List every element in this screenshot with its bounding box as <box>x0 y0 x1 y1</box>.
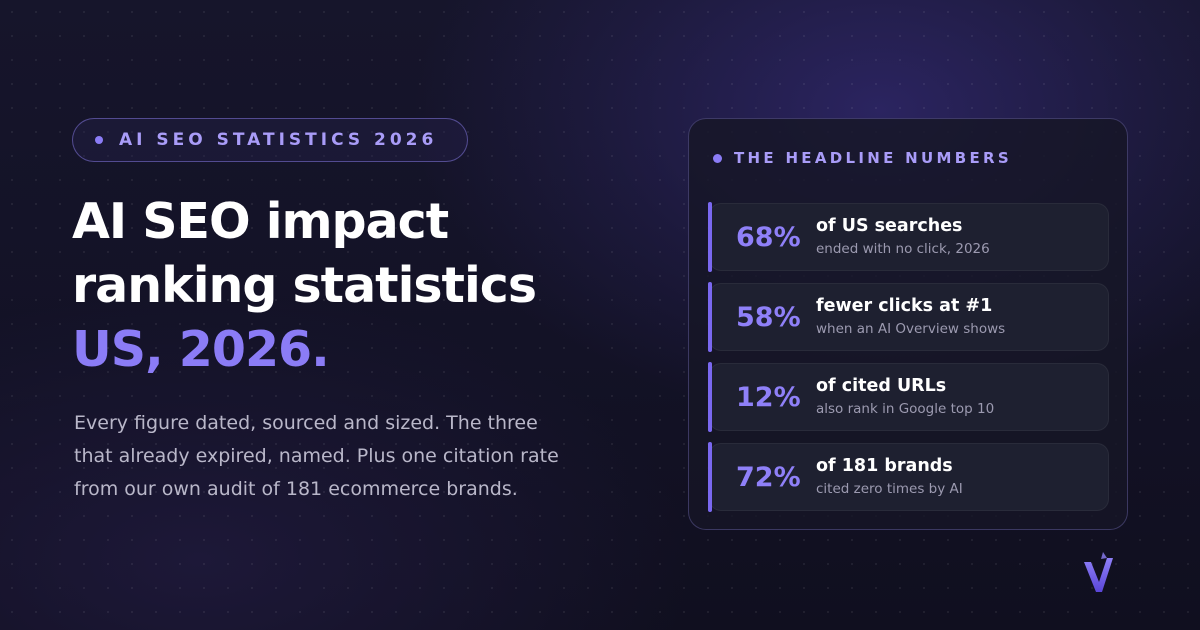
stat-accent-bar <box>708 362 712 432</box>
stat-row: 68% of US searches ended with no click, … <box>708 202 1109 272</box>
stat-row: 72% of 181 brands cited zero times by AI <box>708 442 1109 512</box>
stat-label: fewer clicks at #1 <box>816 296 993 316</box>
badge-label: AI SEO STATISTICS 2026 <box>119 130 438 150</box>
stat-sublabel: also rank in Google top 10 <box>816 401 995 417</box>
v-arrow-logo-icon <box>1084 552 1113 592</box>
stat-value: 58% <box>736 301 801 333</box>
description: Every figure dated, sourced and sized. T… <box>74 412 559 500</box>
stat-value: 68% <box>736 221 801 253</box>
title-accent: US, 2026. <box>72 321 330 378</box>
badge-dot-icon <box>95 136 103 144</box>
card-header: THE HEADLINE NUMBERS <box>713 149 1012 167</box>
stat-value: 12% <box>736 381 801 413</box>
stat-row: 12% of cited URLs also rank in Google to… <box>708 362 1109 432</box>
stat-row: 58% fewer clicks at #1 when an AI Overvi… <box>708 282 1109 352</box>
stat-value: 72% <box>736 461 801 493</box>
stat-sublabel: ended with no click, 2026 <box>816 241 990 257</box>
stat-sublabel: when an AI Overview shows <box>816 321 1006 337</box>
stat-label: of cited URLs <box>816 376 947 396</box>
stat-label: of 181 brands <box>816 456 953 476</box>
category-badge: AI SEO STATISTICS 2026 <box>72 118 468 162</box>
stat-accent-bar <box>708 282 712 352</box>
stat-sublabel: cited zero times by AI <box>816 481 963 497</box>
headline-numbers-card: THE HEADLINE NUMBERS 68% of US searches … <box>688 118 1128 530</box>
stat-accent-bar <box>708 442 712 512</box>
stat-accent-bar <box>708 202 712 272</box>
title-line-1: AI SEO impact <box>72 193 449 250</box>
card-heading: THE HEADLINE NUMBERS <box>734 149 1012 167</box>
page-title: AI SEO impact ranking statistics US, 202… <box>72 190 537 382</box>
title-line-2: ranking statistics <box>72 257 537 314</box>
card-header-dot-icon <box>713 153 722 163</box>
stat-label: of US searches <box>816 216 963 236</box>
